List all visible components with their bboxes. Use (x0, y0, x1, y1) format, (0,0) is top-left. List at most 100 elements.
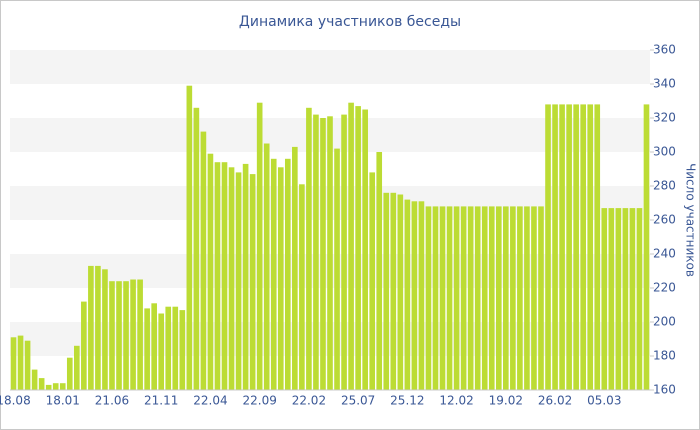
y-tick-label: 180 (653, 349, 676, 363)
x-tick-label: 05.03 (587, 394, 621, 408)
bar (165, 306, 172, 390)
bar (130, 279, 136, 390)
x-tick-label: 26.02 (538, 394, 572, 408)
bar (263, 143, 270, 390)
bar (109, 281, 115, 390)
bar (439, 206, 446, 390)
x-tick-label: 19.02 (489, 394, 523, 408)
bar (144, 308, 150, 390)
bar (242, 163, 249, 390)
bar (320, 118, 326, 390)
bar (10, 337, 17, 390)
bar (524, 206, 530, 390)
bar (517, 206, 523, 390)
bar (95, 265, 101, 390)
bar (488, 206, 495, 390)
bar (390, 192, 397, 390)
x-tick-label: 25.07 (341, 394, 375, 408)
grid-band (10, 50, 650, 84)
bar (102, 269, 108, 390)
bar (74, 345, 80, 390)
bar (306, 107, 312, 391)
bar (460, 206, 467, 390)
bar (17, 335, 24, 390)
x-tick-label: 21.11 (144, 394, 178, 408)
bar (235, 172, 242, 390)
x-tick-label: 22.02 (292, 394, 326, 408)
bar (495, 206, 502, 390)
bar (341, 114, 347, 390)
bar (81, 301, 87, 390)
y-tick-label: 300 (653, 145, 676, 159)
bar (594, 104, 601, 391)
bar (52, 383, 59, 390)
bar (587, 104, 594, 391)
x-tick-label: 22.09 (242, 394, 276, 408)
bar (151, 303, 157, 390)
bar (38, 378, 45, 390)
bar (179, 310, 186, 390)
bar (284, 158, 291, 390)
y-tick-label: 240 (653, 247, 676, 261)
y-tick-label: 340 (653, 77, 676, 91)
y-axis-title: Число участников (684, 163, 698, 277)
bar (418, 201, 425, 390)
bar (277, 167, 284, 390)
bar (207, 153, 214, 390)
x-tick-label: 18.01 (46, 394, 80, 408)
bar (538, 206, 544, 390)
bar (66, 357, 73, 390)
x-tick-label: 25.12 (390, 394, 424, 408)
bar (474, 206, 481, 390)
bar (369, 172, 376, 390)
y-tick-label: 220 (653, 281, 676, 295)
bar (355, 106, 361, 390)
bar (256, 102, 263, 390)
bar (214, 162, 221, 390)
bar (432, 206, 439, 390)
bar (601, 208, 608, 390)
y-tick-label: 280 (653, 179, 676, 193)
bar (249, 174, 256, 390)
bar (137, 279, 143, 390)
bar (425, 206, 432, 390)
bar (348, 102, 354, 390)
bar (45, 384, 52, 390)
bar (327, 116, 333, 391)
bar (615, 208, 622, 390)
bar (404, 199, 411, 390)
bar (334, 148, 340, 390)
bar (270, 158, 277, 390)
y-tick-label: 360 (653, 43, 676, 57)
bar (629, 208, 636, 390)
bar (383, 192, 390, 390)
bar (116, 281, 122, 390)
bar (481, 206, 488, 390)
bar (622, 208, 629, 390)
x-tick-label: 18.08 (0, 394, 31, 408)
bar (580, 104, 586, 391)
bar (24, 340, 31, 390)
bar (643, 104, 650, 391)
bar (559, 104, 565, 391)
bar (200, 131, 207, 390)
bar (636, 208, 643, 390)
bar (123, 281, 129, 390)
bar (88, 265, 94, 390)
bar (376, 152, 383, 390)
bar (221, 162, 228, 390)
bar (193, 107, 200, 391)
bar (446, 206, 453, 390)
bar (313, 114, 319, 390)
bar (566, 104, 572, 391)
bar (158, 313, 165, 390)
bar (292, 146, 298, 390)
bar (411, 201, 418, 390)
bar (31, 369, 38, 390)
chart-title: Динамика участников беседы (239, 14, 461, 30)
x-tick-label: 22.04 (193, 394, 227, 408)
x-tick-label: 21.06 (95, 394, 129, 408)
y-tick-label: 260 (653, 213, 676, 227)
y-tick-label: 320 (653, 111, 676, 125)
